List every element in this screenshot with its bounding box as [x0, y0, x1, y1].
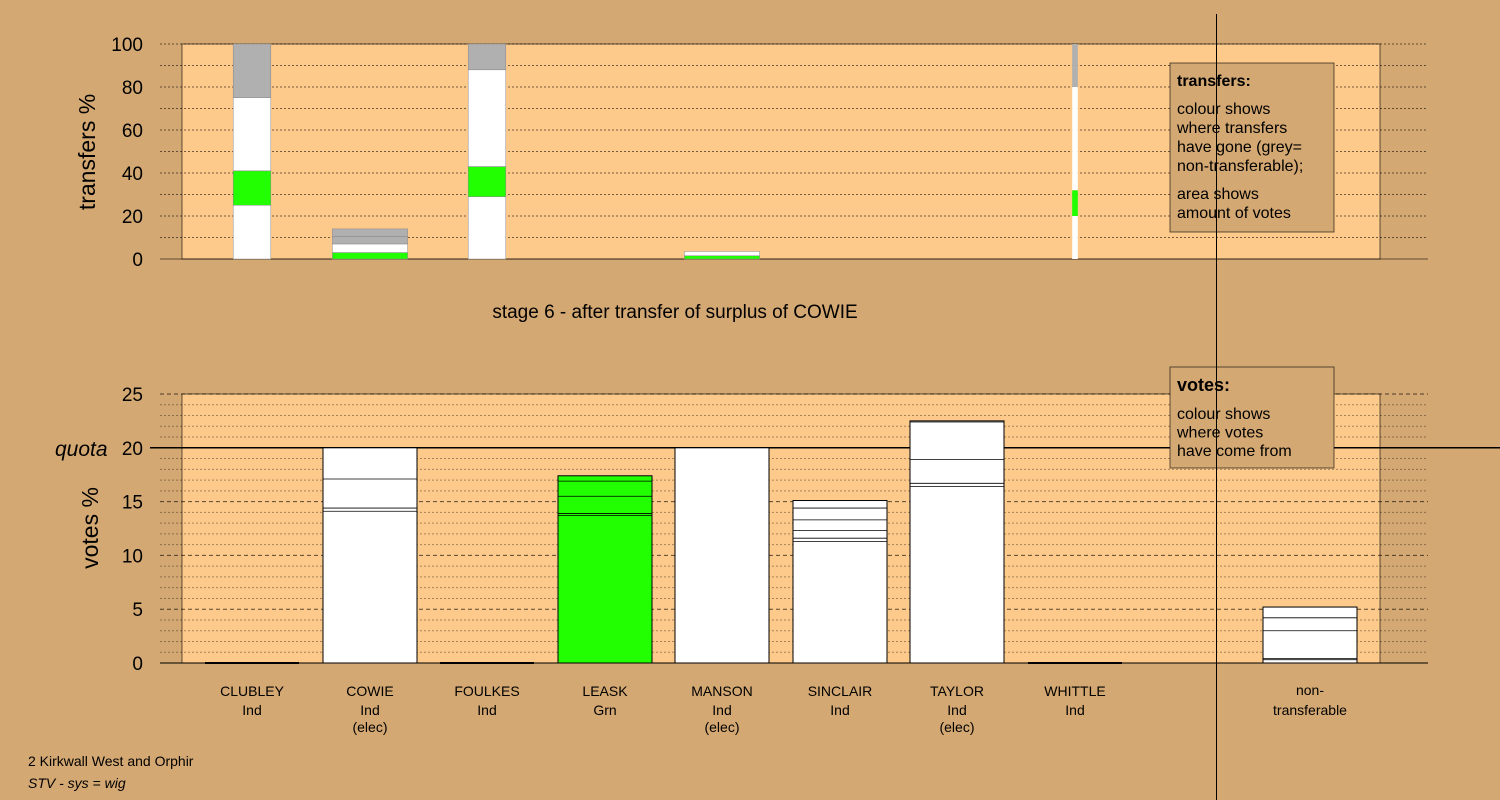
candidate-party: Ind: [242, 702, 261, 718]
transfer-segment-clubley: [232, 170, 272, 206]
transfers-tick-label: 40: [122, 164, 143, 185]
transfers-tick-label: 0: [132, 250, 143, 271]
transfer-segment-cowie: [332, 228, 408, 237]
candidate-elected: (elec): [939, 719, 974, 735]
transfer-segment-clubley: [232, 97, 272, 172]
transfer-segment-foulkes: [467, 69, 507, 167]
transfer-segment-clubley: [232, 205, 272, 260]
transfers-tick-label: 100: [111, 35, 143, 56]
transfer-segment-whittle: [1072, 190, 1078, 216]
votes-chart: quota 0 5 10 15 20 25 votes % votes: colour shows…: [55, 366, 1500, 675]
vote-bar-nontransferable: [1262, 606, 1358, 664]
quota-label: quota: [55, 438, 108, 461]
votes-legend-text: have come from: [1177, 443, 1292, 460]
votes-legend-text: where votes: [1176, 425, 1263, 442]
transfer-segment-whittle: [1072, 216, 1078, 259]
votes-legend-text: colour shows: [1177, 406, 1270, 423]
transfer-segment-manson: [684, 251, 760, 257]
candidate-party: Ind: [360, 702, 379, 718]
transfers-legend-box: [1169, 62, 1335, 233]
candidate-elected: (elec): [352, 719, 387, 735]
vote-bar-sinclair: [792, 500, 888, 664]
votes-tick-label: 15: [122, 493, 143, 514]
transfer-segment-whittle: [1072, 44, 1078, 87]
transfers-legend-title: transfers:: [1177, 73, 1251, 90]
candidate-name: MANSON: [691, 683, 752, 699]
transfers-legend-text: have gone (grey=: [1177, 139, 1302, 156]
candidate-party: Grn: [593, 702, 616, 718]
transfers-tick-label: 20: [122, 207, 143, 228]
candidate-name: TAYLOR: [930, 683, 984, 699]
votes-legend-title: votes:: [1177, 375, 1230, 395]
transfers-tick-label: 60: [122, 121, 143, 142]
stage-title: stage 6 - after transfer of surplus of C…: [492, 302, 857, 323]
nontransferable-label: non-: [1296, 682, 1324, 698]
votes-tick-label: 10: [122, 546, 143, 567]
vote-bar-cowie: [322, 447, 418, 664]
candidate-party: Ind: [477, 702, 496, 718]
footer-constituency: 2 Kirkwall West and Orphir: [28, 753, 194, 769]
votes-tick-label: 0: [132, 654, 143, 675]
candidate-name: FOULKES: [454, 683, 519, 699]
vote-bar-leask: [557, 475, 653, 664]
transfer-segment-foulkes: [467, 196, 507, 260]
transfers-legend-text: area shows: [1177, 186, 1259, 203]
candidate-labels: CLUBLEYIndCOWIEInd(elec)FOULKESIndLEASKG…: [220, 682, 1347, 735]
candidate-party: Ind: [712, 702, 731, 718]
candidate-name: WHITTLE: [1044, 683, 1105, 699]
votes-tick-label: 5: [132, 600, 143, 621]
footer-system: STV - sys = wig: [28, 775, 126, 791]
transfer-segment-foulkes: [467, 43, 507, 71]
candidate-name: LEASK: [582, 683, 628, 699]
vote-bar-manson: [674, 447, 770, 664]
candidate-elected: (elec): [704, 719, 739, 735]
transfer-segment-cowie: [332, 252, 408, 260]
candidate-party: Ind: [1065, 702, 1084, 718]
vote-bar-taylor: [909, 420, 1005, 664]
transfers-legend-text: where transfers: [1176, 120, 1287, 137]
votes-tick-label: 25: [122, 385, 143, 406]
transfers-legend-text: non-transferable);: [1177, 158, 1303, 175]
candidate-name: CLUBLEY: [220, 683, 284, 699]
votes-axis-label: votes %: [77, 487, 103, 569]
nontransferable-label: transferable: [1273, 702, 1347, 718]
transfer-segment-foulkes: [467, 166, 507, 197]
transfer-segment-manson: [684, 255, 760, 260]
candidate-party: Ind: [830, 702, 849, 718]
candidate-name: SINCLAIR: [808, 683, 873, 699]
transfers-legend-text: amount of votes: [1177, 205, 1291, 222]
transfers-legend-text: colour shows: [1177, 101, 1270, 118]
transfer-segment-cowie: [332, 243, 408, 253]
transfer-segment-whittle: [1072, 87, 1078, 191]
candidate-party: Ind: [947, 702, 966, 718]
transfers-chart: 0 20 40 60 80 100 transfers % transfers: colour …: [74, 35, 1428, 271]
votes-legend-box: [1169, 366, 1335, 469]
transfers-tick-label: 80: [122, 78, 143, 99]
transfers-axis-label: transfers %: [74, 94, 100, 210]
votes-tick-label: 20: [122, 439, 143, 460]
candidate-name: COWIE: [346, 683, 393, 699]
transfer-segment-cowie: [332, 236, 408, 245]
transfer-segment-clubley: [232, 43, 272, 98]
